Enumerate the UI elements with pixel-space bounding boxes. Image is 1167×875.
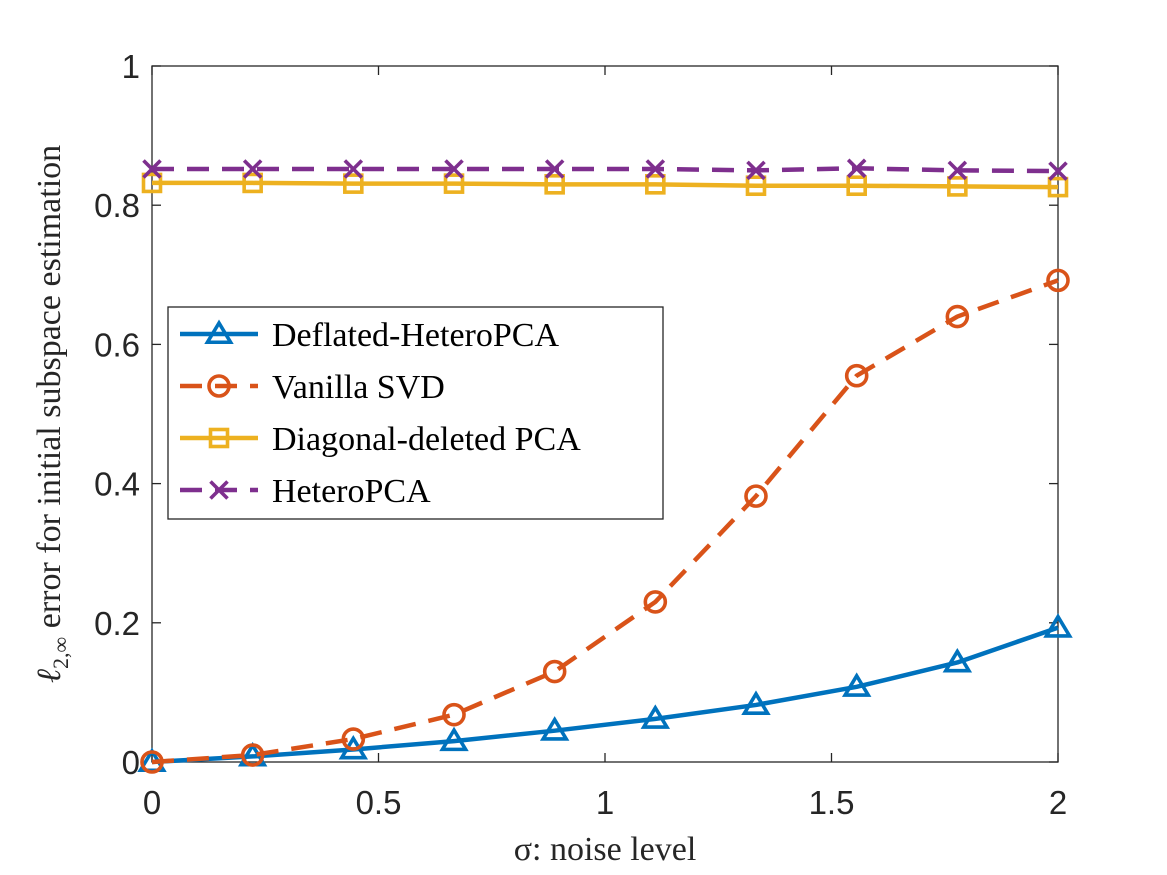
series-layer [137,158,1073,774]
y-axis-title-subscript: 2,∞ [48,637,73,669]
x-axis-title: σ: noise level [514,831,697,868]
data-point-heteropca [645,159,666,179]
series-line-deflated-heteropca [151,625,1059,765]
y-tick-label: 0 [122,744,140,781]
x-axis: 0 0.5 1 1.5 2 [143,66,1067,821]
x-marker-stroke [645,159,666,179]
y-tick-label: 0.8 [94,187,140,224]
x-marker-stroke [846,158,867,179]
data-point-diagonal-deleted-pca [947,176,968,197]
data-point-vanilla-svd [140,750,164,774]
data-point-heteropca [343,159,364,179]
series-vanilla-svd [140,268,1070,774]
legend-marker-diagonal-deleted-pca [208,427,230,449]
legend-label-heteropca: HeteroPCA [272,473,431,510]
y-axis-title: ℓ2,∞ error for initial subspace estimati… [31,145,73,683]
legend-entry-deflated-heteropca: Deflated-HeteroPCA [180,317,559,354]
x-tick-label: 0 [143,784,161,821]
x-marker-stroke [142,159,162,179]
series-deflated-heteropca [137,613,1073,773]
legend-marker-deflated-heteropca [204,319,234,345]
x-tick-label: 1 [596,784,614,821]
data-point-vanilla-svd [744,484,768,508]
data-point-diagonal-deleted-pca [242,172,263,194]
y-tick-label: 0.4 [94,466,140,503]
legend-entry-diagonal-deleted-pca: Diagonal-deleted PCA [180,421,581,458]
data-point-heteropca [947,160,968,181]
series-heteropca [142,158,1068,181]
x-tick-label: 1.5 [809,784,855,821]
data-point-vanilla-svd [442,702,466,727]
data-point-deflated-heteropca [640,704,671,729]
x-marker-stroke [947,160,968,181]
legend-entries: Deflated-HeteroPCA Vanilla SVD Diagonal-de… [180,317,581,510]
x-marker-stroke [444,159,464,179]
data-point-vanilla-svd [945,304,970,329]
data-point-heteropca [746,160,766,181]
data-point-vanilla-svd [1046,268,1070,293]
data-point-heteropca [846,158,867,179]
legend-entry-heteropca: HeteroPCA [180,473,431,510]
data-point-deflated-heteropca [741,690,771,715]
data-point-diagonal-deleted-pca [544,174,565,195]
data-point-heteropca [1048,161,1068,181]
data-point-deflated-heteropca [841,672,872,697]
data-point-deflated-heteropca [539,716,570,741]
data-point-deflated-heteropca [1043,613,1073,638]
data-point-heteropca [142,159,162,179]
y-axis-title-prefix: ℓ [31,669,68,683]
x-tick-label: 0.5 [356,784,402,821]
data-point-diagonal-deleted-pca [846,175,867,197]
legend-box [167,306,664,520]
data-point-diagonal-deleted-pca [645,174,666,195]
legend-entry-vanilla-svd: Vanilla SVD [180,369,445,406]
data-point-heteropca [544,159,565,179]
x-tick-label: 2 [1049,784,1067,821]
y-axis: 0 0.2 0.4 0.6 0.8 1 [94,48,1058,781]
data-point-heteropca [444,159,464,179]
y-tick-label: 0.6 [94,326,140,363]
data-point-vanilla-svd [542,659,567,684]
series-line-heteropca [152,166,1059,174]
legend-marker-heteropca [209,480,229,500]
legend: Deflated-HeteroPCA Vanilla SVD Diagonal-de… [167,306,664,520]
data-point-heteropca [242,159,263,179]
x-marker-stroke [209,480,229,500]
x-marker-stroke [242,159,263,179]
data-point-vanilla-svd [643,590,668,614]
data-point-diagonal-deleted-pca [1047,176,1069,198]
data-point-deflated-heteropca [439,726,469,752]
data-point-vanilla-svd [844,363,869,388]
x-marker-stroke [1048,161,1068,181]
data-point-diagonal-deleted-pca [443,173,465,194]
data-point-deflated-heteropca [942,647,973,673]
y-axis-title-text: error for initial subspace estimation [31,145,68,637]
data-point-vanilla-svd [341,727,366,751]
series-diagonal-deleted-pca [141,172,1069,198]
legend-marker-vanilla-svd [207,374,231,398]
data-point-vanilla-svd [240,743,265,767]
legend-label-vanilla-svd: Vanilla SVD [272,369,445,406]
data-point-diagonal-deleted-pca [343,173,364,194]
series-line-vanilla-svd [151,278,1059,765]
x-marker-stroke [544,159,565,179]
x-marker-stroke [746,160,766,181]
data-point-diagonal-deleted-pca [141,172,163,194]
y-tick-label: 0.2 [94,605,140,642]
legend-label-deflated-heteropca: Deflated-HeteroPCA [272,317,559,354]
data-point-diagonal-deleted-pca [745,175,767,197]
y-tick-label: 1 [122,48,140,85]
series-line-diagonal-deleted-pca [152,180,1059,190]
legend-label-diagonal-deleted-pca: Diagonal-deleted PCA [272,421,581,458]
x-marker-stroke [343,159,364,179]
